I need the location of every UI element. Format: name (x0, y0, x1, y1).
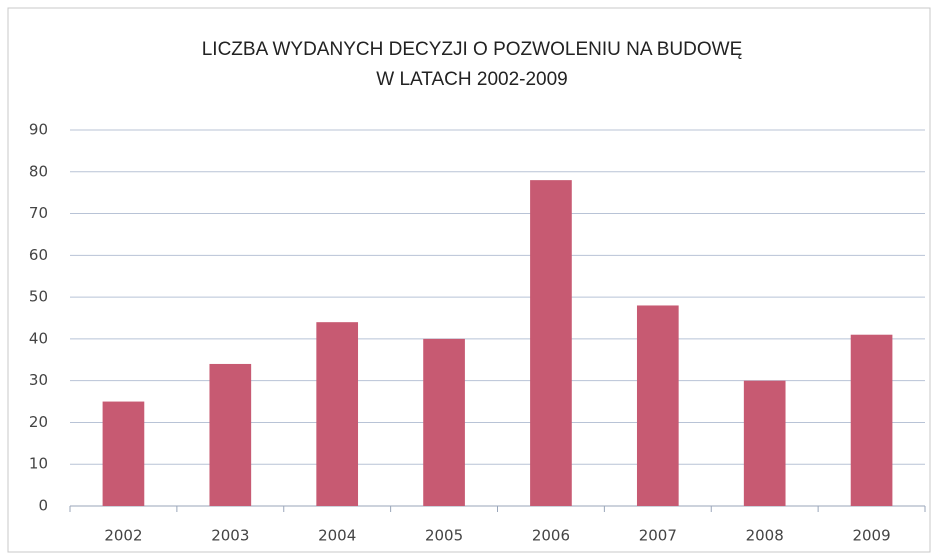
x-tick-label: 2005 (425, 527, 463, 545)
x-tick-label: 2009 (852, 527, 890, 545)
y-tick-label: 80 (29, 162, 48, 180)
bar (850, 334, 893, 506)
bar (636, 305, 679, 506)
x-tick-label: 2004 (318, 527, 356, 545)
x-tick-label: 2003 (211, 527, 249, 545)
bar (423, 338, 465, 506)
chart-title: LICZBA WYDANYCH DECYZJI O POZWOLENIU NA … (202, 39, 743, 60)
y-tick-label: 40 (29, 329, 48, 347)
bar (316, 322, 359, 506)
chart-title: W LATACH 2002-2009 (376, 69, 568, 90)
x-tick-label: 2008 (746, 527, 784, 545)
y-tick-label: 0 (38, 497, 48, 515)
bar (530, 180, 572, 506)
y-tick-label: 60 (29, 246, 48, 264)
y-tick-label: 10 (29, 455, 48, 473)
y-tick-label: 90 (29, 121, 48, 139)
bar (743, 380, 786, 506)
y-tick-label: 20 (29, 413, 48, 431)
x-tick-label: 2007 (639, 527, 677, 545)
bar (209, 363, 252, 506)
x-tick-label: 2006 (532, 527, 570, 545)
x-tick-label: 2002 (104, 527, 142, 545)
y-tick-label: 50 (29, 288, 48, 306)
bar (102, 401, 145, 506)
y-tick-label: 30 (29, 371, 48, 389)
y-tick-label: 70 (29, 204, 48, 222)
